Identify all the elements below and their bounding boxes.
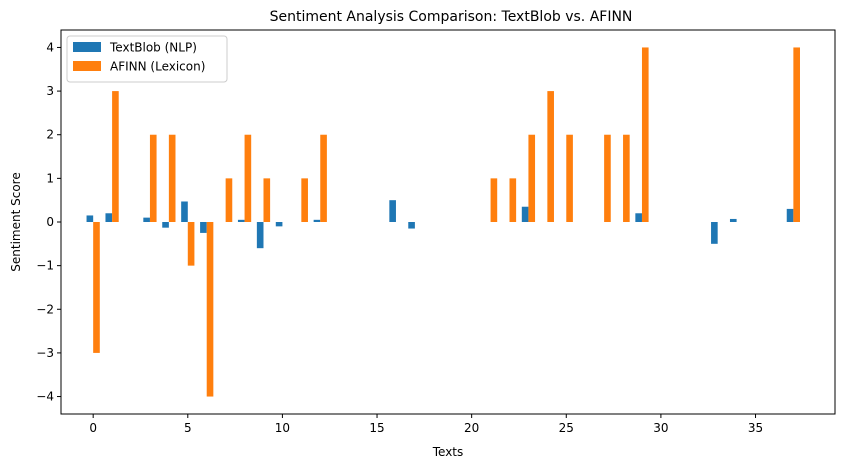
bars-layer — [86, 47, 800, 397]
x-tick-label: 35 — [748, 421, 763, 435]
textblob-bar-9 — [256, 222, 264, 249]
afinn-bar-9 — [263, 178, 271, 222]
textblob-bar-37 — [786, 208, 794, 222]
x-tick-label: 15 — [369, 421, 384, 435]
afinn-bar-23 — [528, 134, 536, 222]
y-tick-label: 1 — [46, 171, 54, 185]
afinn-bar-29 — [641, 47, 649, 222]
textblob-bar-29 — [635, 213, 642, 222]
textblob-bar-17 — [408, 222, 415, 229]
textblob-bar-5 — [181, 201, 188, 222]
plot-frame — [60, 29, 836, 415]
x-tick-label: 25 — [559, 421, 574, 435]
y-tick-label: 0 — [46, 215, 54, 229]
y-tick-label: −4 — [36, 390, 54, 404]
textblob-bar-12 — [313, 219, 321, 222]
textblob-bar-16 — [389, 200, 396, 222]
afinn-bar-11 — [301, 178, 308, 222]
afinn-bar-22 — [509, 178, 517, 222]
x-tick-label: 30 — [653, 421, 668, 435]
textblob-bar-33 — [711, 222, 718, 244]
textblob-bar-1 — [105, 213, 113, 222]
afinn-bar-28 — [623, 134, 630, 222]
y-tick-label: −1 — [36, 259, 54, 273]
afinn-bar-21 — [490, 178, 498, 222]
legend-swatch-1 — [73, 61, 101, 71]
y-tick-label: 2 — [46, 128, 54, 142]
y-axis-title: Sentiment Score — [9, 172, 23, 271]
afinn-bar-7 — [225, 178, 233, 222]
textblob-bar-0 — [86, 215, 94, 222]
y-tick-label: 3 — [46, 84, 54, 98]
x-tick-label: 0 — [89, 421, 97, 435]
textblob-bar-23 — [521, 206, 529, 222]
textblob-bar-3 — [143, 217, 150, 222]
textblob-bar-8 — [237, 219, 245, 222]
legend-swatch-0 — [73, 42, 101, 52]
afinn-bar-24 — [547, 91, 554, 222]
y-tick-label: 4 — [46, 40, 54, 54]
x-tick-label: 10 — [275, 421, 290, 435]
textblob-bar-34 — [729, 218, 737, 222]
x-axis-title: Texts — [432, 445, 464, 459]
afinn-bar-5 — [187, 222, 195, 266]
chart-title: Sentiment Analysis Comparison: TextBlob … — [270, 9, 633, 25]
afinn-bar-8 — [244, 134, 252, 222]
textblob-bar-4 — [162, 222, 169, 228]
legend-label-0: TextBlob (NLP) — [109, 41, 197, 55]
y-axis: −4 −3 −2 −1 0 1 2 3 4 — [36, 40, 61, 404]
y-tick-label: −3 — [36, 346, 54, 360]
afinn-bar-1 — [112, 91, 119, 222]
afinn-bar-27 — [604, 134, 611, 222]
x-tick-label: 20 — [464, 421, 479, 435]
afinn-bar-4 — [168, 134, 176, 222]
textblob-bar-10 — [275, 222, 283, 227]
afinn-bar-25 — [566, 134, 573, 222]
afinn-bar-6 — [206, 222, 214, 397]
afinn-bar-12 — [320, 134, 327, 222]
y-tick-label: −2 — [36, 302, 54, 316]
legend-box — [66, 35, 228, 83]
afinn-bar-3 — [149, 134, 157, 222]
x-tick-label: 5 — [184, 421, 192, 435]
textblob-bar-6 — [200, 222, 207, 233]
x-axis: 0 5 10 15 20 25 30 35 — [89, 414, 763, 435]
afinn-bar-37 — [793, 47, 800, 222]
afinn-bar-0 — [93, 222, 100, 353]
legend-label-1: AFINN (Lexicon) — [110, 60, 205, 74]
legend: TextBlob (NLP) AFINN (Lexicon) — [66, 35, 228, 83]
